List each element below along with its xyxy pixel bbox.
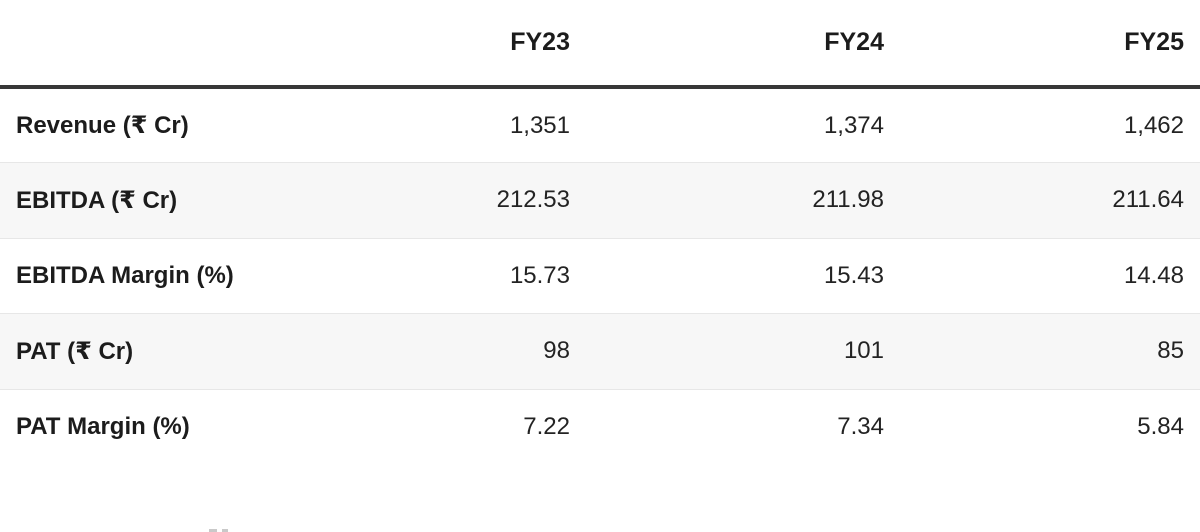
cell-value: 15.73 [300,237,570,314]
cutoff-text-artifact [209,529,217,532]
cell-value: 211.64 [884,162,1200,238]
table-row-pat-margin: PAT Margin (%) 7.22 7.34 5.84 [0,388,1200,465]
cell-value: 7.34 [570,388,884,465]
row-label: EBITDA Margin (%) [0,237,300,314]
cell-value: 212.53 [300,162,570,238]
cell-value: 1,462 [1123,111,1184,139]
cell-value: 15.43 [570,237,884,314]
col-header-fy24: FY24 [570,0,884,89]
cell-value: 1,374 [823,111,884,139]
cell-value: 1,351 [509,111,570,139]
cell-value: 211.98 [570,162,884,238]
table-row-ebitda: EBITDA (₹ Cr) 212.53 211.98 211.64 [0,162,1200,238]
table-row-revenue: Revenue (₹ Cr) 1,351 1,374 1,462 [0,87,1200,163]
cell-value: 98 [300,313,570,389]
row-label: PAT (₹ Cr) [0,313,300,389]
cell-value: 101 [570,313,884,389]
col-header-fy23: FY23 [300,0,570,89]
cell-value: 7.22 [300,388,570,465]
row-label: Revenue (₹ Cr) [16,112,189,139]
row-label: PAT Margin (%) [0,388,300,465]
table-row-ebitda-margin: EBITDA Margin (%) 15.73 15.43 14.48 [0,237,1200,314]
header-row: FY23 FY24 FY25 [0,0,1200,89]
col-header-metric [0,0,300,89]
financials-table: FY23 FY24 FY25 Revenue (₹ Cr) 1,351 1,37… [0,0,1200,465]
row-label: EBITDA (₹ Cr) [0,162,300,238]
cell-value: 5.84 [884,388,1200,465]
cell-value: 14.48 [884,237,1200,314]
cutoff-text-artifact [222,529,228,532]
col-header-fy25: FY25 [884,0,1200,89]
cell-value: 85 [884,313,1200,389]
table-row-pat: PAT (₹ Cr) 98 101 85 [0,313,1200,389]
table-header: FY23 FY24 FY25 [0,0,1200,89]
